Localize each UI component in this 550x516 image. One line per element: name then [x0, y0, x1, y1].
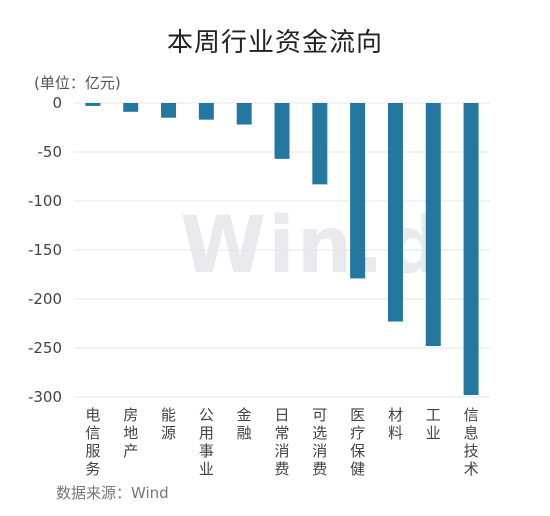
category-label: 金融	[237, 406, 252, 442]
bar	[387, 103, 403, 322]
y-axis-ticks: 0 -50 -100 -150 -200 -250 -300	[28, 94, 62, 406]
bar	[236, 103, 252, 125]
y-tick-label: -250	[28, 339, 62, 357]
category-label: 可选消费	[312, 406, 327, 478]
category-label: 能源	[161, 406, 176, 442]
bar	[425, 103, 441, 347]
watermark-logo: Win.d	[180, 201, 444, 291]
bar	[85, 103, 101, 106]
y-tick-label: -150	[28, 241, 62, 259]
category-label: 工业	[426, 406, 441, 442]
y-tick-label: -300	[28, 388, 62, 406]
category-label: 医疗保健	[350, 406, 365, 478]
bar	[198, 103, 214, 120]
category-label: 房地产	[123, 406, 138, 460]
category-label: 日常消费	[274, 406, 289, 478]
bar	[274, 103, 290, 159]
category-label: 电信服务	[85, 406, 100, 478]
y-tick-label: 0	[52, 94, 62, 112]
source-note: 数据来源：Wind	[56, 484, 169, 502]
category-label: 材料	[388, 406, 403, 442]
bar	[463, 103, 479, 396]
category-label: 公用事业	[199, 406, 214, 478]
y-tick-label: -200	[28, 290, 62, 308]
chart-title: 本周行业资金流向	[166, 28, 383, 58]
bar	[123, 103, 139, 112]
bars-layer	[85, 103, 479, 396]
y-tick-label: -50	[38, 143, 63, 161]
bar	[161, 103, 177, 118]
unit-label: (单位：亿元)	[34, 74, 121, 92]
bar	[312, 103, 328, 185]
y-tick-label: -100	[28, 192, 62, 210]
bar	[350, 103, 366, 279]
category-label: 信息技术	[464, 406, 479, 478]
